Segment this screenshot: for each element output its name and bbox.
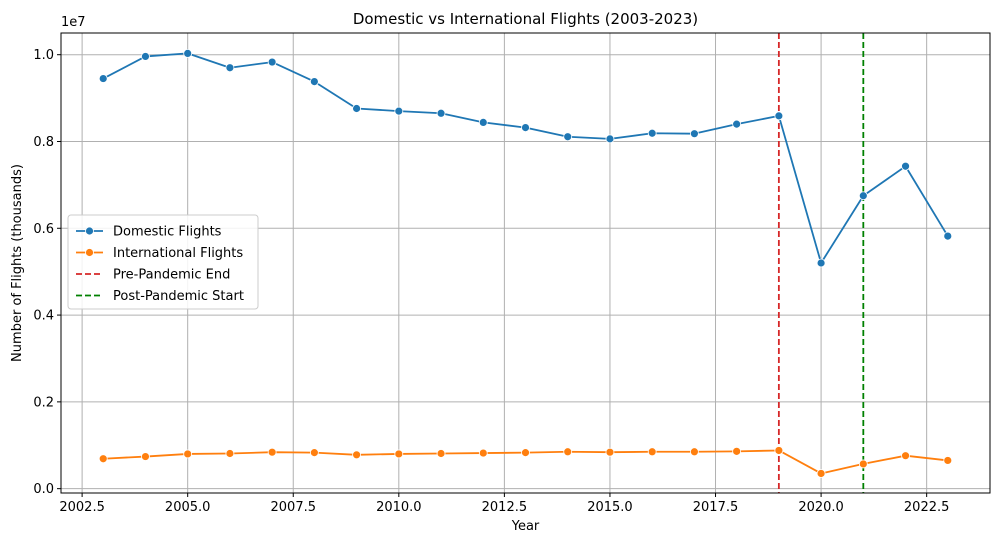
data-point	[858, 459, 868, 469]
data-point	[605, 447, 615, 457]
data-point	[816, 258, 826, 268]
x-tick-label: 2022.5	[904, 500, 950, 515]
y-axis-label: Number of Flights (thousands)	[10, 164, 25, 362]
legend-label: Post-Pandemic Start	[113, 289, 244, 304]
x-tick-label: 2007.5	[271, 500, 317, 515]
data-point	[183, 48, 193, 58]
data-point	[690, 447, 699, 457]
data-point	[141, 52, 150, 61]
reference-lines	[777, 33, 865, 493]
x-tick-label: 2020.0	[798, 500, 844, 515]
data-point	[563, 447, 573, 457]
x-axis-label: Year	[511, 519, 540, 534]
data-point	[605, 134, 615, 144]
x-tick-label: 2012.5	[482, 500, 528, 515]
data-point	[225, 63, 235, 73]
data-point	[732, 119, 742, 129]
data-point	[690, 129, 699, 139]
data-point	[774, 446, 784, 455]
data-point	[394, 449, 404, 459]
x-tick-label: 2015.0	[587, 500, 633, 515]
legend-marker	[85, 226, 94, 236]
y-offset-label: 1e7	[61, 15, 86, 30]
legend-marker	[85, 248, 94, 257]
data-point	[774, 111, 784, 121]
data-point	[98, 454, 108, 464]
legend-label: Pre-Pandemic End	[113, 268, 230, 283]
chart-title: Domestic vs International Flights (2003-…	[353, 10, 698, 28]
data-point	[267, 57, 277, 67]
x-tick-label: 2002.5	[59, 500, 105, 515]
x-axis: 2002.5 2005.0 2007.5 2010.0 2012.5 2015.0 2017…	[59, 493, 949, 515]
series-layer	[98, 48, 953, 478]
data-point	[647, 128, 657, 138]
series	[98, 446, 953, 478]
y-tick-label: 0.8	[33, 135, 54, 150]
y-tick-label: 1.0	[33, 48, 54, 63]
data-point	[478, 117, 488, 127]
x-tick-label: 2010.0	[376, 500, 422, 515]
plot-frame	[60, 32, 991, 494]
data-point	[309, 448, 319, 458]
data-point	[394, 106, 404, 116]
data-point	[943, 231, 953, 241]
data-point	[816, 469, 826, 478]
data-point	[478, 448, 488, 458]
data-point	[352, 450, 361, 460]
y-tick-label: 0.4	[33, 309, 54, 324]
data-point	[436, 449, 446, 458]
legend-frame	[67, 214, 259, 310]
data-point	[732, 446, 742, 456]
data-point	[309, 77, 319, 87]
legend: Domestic Flights International Flights Pre…	[67, 214, 259, 310]
data-point	[98, 74, 108, 83]
data-point	[647, 447, 657, 457]
legend-label: International Flights	[113, 246, 243, 261]
data-point	[225, 449, 235, 458]
y-tick-label: 0.0	[33, 482, 54, 497]
data-point	[943, 456, 953, 465]
data-point	[141, 452, 150, 461]
data-point	[183, 449, 193, 459]
x-tick-label: 2005.0	[165, 500, 211, 515]
data-point	[352, 104, 361, 113]
legend-label: Domestic Flights	[113, 225, 222, 240]
series	[98, 48, 953, 268]
data-point	[267, 447, 277, 457]
x-tick-label: 2017.5	[693, 500, 739, 515]
data-point	[521, 123, 530, 133]
data-point	[901, 451, 910, 461]
data-point	[436, 108, 446, 118]
data-point	[563, 132, 573, 142]
data-point	[521, 448, 530, 458]
data-point	[858, 191, 868, 201]
data-point	[901, 161, 910, 171]
y-axis: 0.0 0.2 0.4 0.6 0.8 1.0	[33, 48, 61, 497]
y-tick-label: 0.2	[33, 395, 54, 410]
y-tick-label: 0.6	[33, 222, 54, 237]
